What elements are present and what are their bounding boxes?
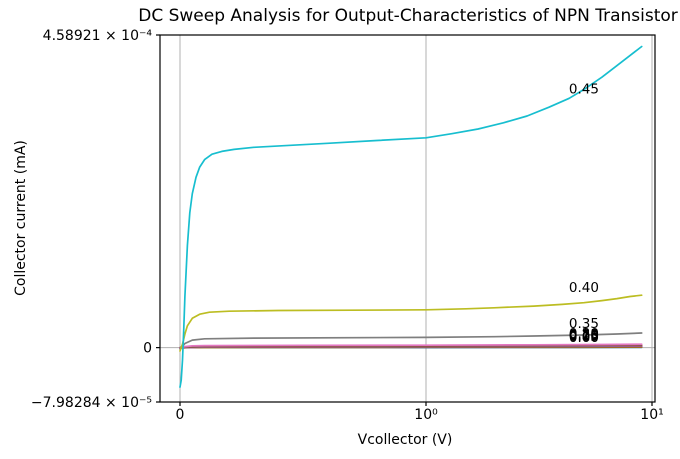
series-annotation-0.45: 0.45 xyxy=(569,81,599,97)
chart-title: DC Sweep Analysis for Output-Characteris… xyxy=(138,6,678,26)
x-tick-label: 0 xyxy=(176,407,185,423)
x-tick-label: 10¹ xyxy=(640,407,663,423)
y-tick-label: −7.98284 × 10⁻⁵ xyxy=(31,395,152,411)
series-annotation-0.00: 0.00 xyxy=(569,330,599,346)
axes-spines xyxy=(159,34,656,403)
series-annotation-0.10: 0.10 xyxy=(569,329,599,345)
y-tick-label: 4.58921 × 10⁻⁴ xyxy=(43,28,153,44)
series-annotation-0.35: 0.35 xyxy=(569,316,599,332)
series-annotation-0.40: 0.40 xyxy=(569,280,599,296)
y-axis-label: Collector current (mA) xyxy=(13,140,29,296)
series-annotation-0.20: 0.20 xyxy=(569,328,599,344)
series-line-0.45 xyxy=(179,45,643,388)
series-line-0.35 xyxy=(179,332,643,350)
x-tick-label: 10⁰ xyxy=(414,407,438,423)
x-axis-label: Vcollector (V) xyxy=(357,432,453,448)
series-annotation-0.05: 0.05 xyxy=(569,329,599,345)
series-annotation-0.30: 0.30 xyxy=(569,326,599,342)
series-annotation-0.25: 0.25 xyxy=(569,327,599,343)
series-annotation-0.15: 0.15 xyxy=(569,328,599,344)
series-line-0.40 xyxy=(179,294,643,352)
y-tick-label: 0 xyxy=(143,340,152,356)
series-line-0.25 xyxy=(179,344,643,349)
